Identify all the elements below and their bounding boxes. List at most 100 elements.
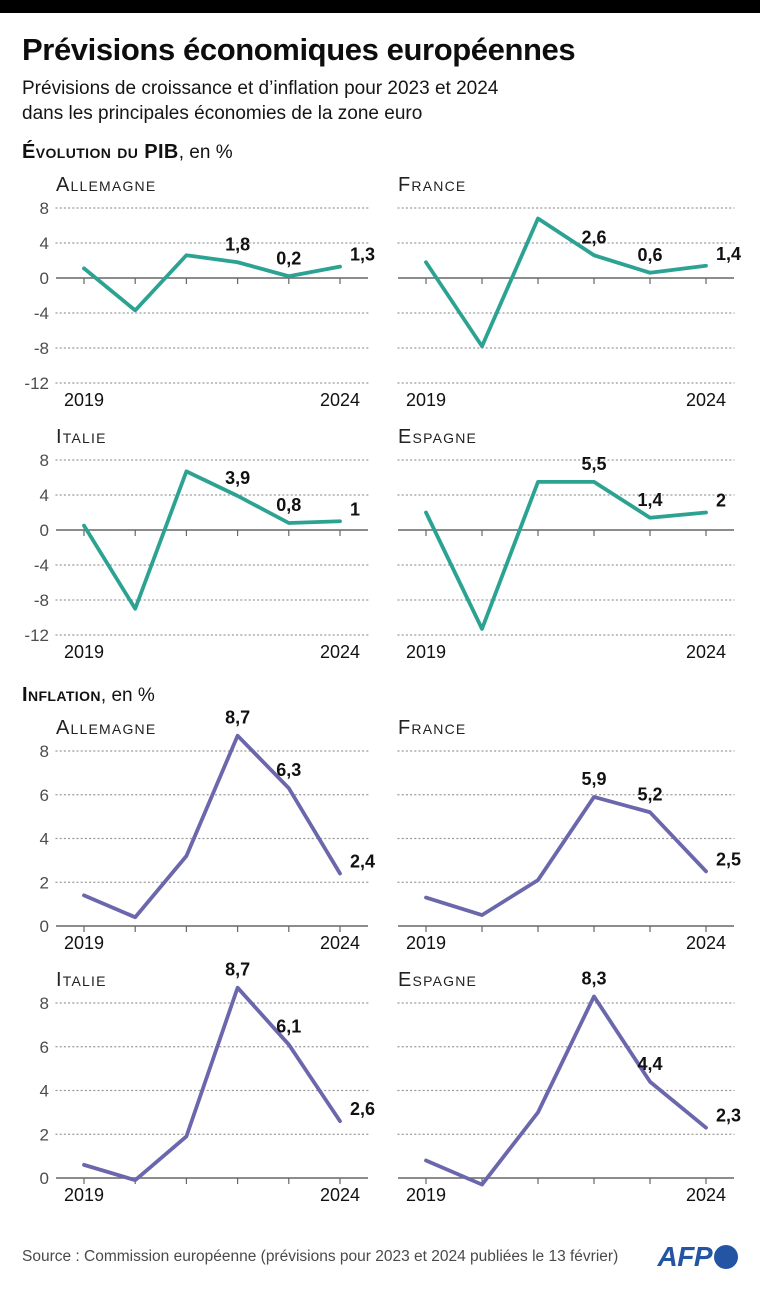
svg-text:5,2: 5,2 <box>637 784 662 804</box>
point-labels: 8,3 4,4 2,3 <box>581 968 741 1125</box>
svg-text:-12: -12 <box>24 374 49 393</box>
svg-text:1,3: 1,3 <box>350 245 375 265</box>
svg-text:2: 2 <box>40 873 49 892</box>
svg-text:0,2: 0,2 <box>276 248 301 268</box>
subtitle: Prévisions de croissance et d’inflation … <box>22 76 738 126</box>
svg-text:8: 8 <box>40 742 49 761</box>
gridlines <box>55 1001 369 1135</box>
point-labels: 5,9 5,2 2,5 <box>581 769 741 869</box>
point-labels: 3,9 0,8 1 <box>225 468 360 519</box>
svg-text:2019: 2019 <box>406 642 446 662</box>
svg-text:8: 8 <box>40 451 49 470</box>
svg-text:0: 0 <box>40 521 49 540</box>
top-black-bar <box>0 0 760 13</box>
svg-text:2024: 2024 <box>320 642 360 662</box>
svg-text:2,5: 2,5 <box>716 849 741 869</box>
svg-text:1,4: 1,4 <box>637 490 662 510</box>
point-labels: 8,7 6,3 2,4 <box>225 707 375 871</box>
x-axis-labels: 2019 2024 <box>406 1185 726 1205</box>
chart-title: Espagne <box>398 968 478 991</box>
svg-text:3,9: 3,9 <box>225 468 250 488</box>
svg-text:4: 4 <box>40 1081 49 1100</box>
svg-text:4: 4 <box>40 234 49 253</box>
svg-text:0: 0 <box>40 917 49 936</box>
y-axis-labels: 8 4 0 -4 -8 -12 <box>24 199 49 393</box>
chart-gdp-france: France 2019 2024 2,6 0,6 1,4 <box>388 166 741 412</box>
subtitle-line-2: dans les principales économies de la zon… <box>22 103 423 125</box>
chart-gdp-allemagne: Allemagne 8 4 0 -4 -8 -12 2019 2024 1,8 0,2 1,3 <box>22 166 375 412</box>
section-header-inflation: Inflation, en % <box>22 682 738 709</box>
svg-text:-4: -4 <box>34 304 49 323</box>
svg-text:2024: 2024 <box>686 642 726 662</box>
svg-text:2,6: 2,6 <box>350 1099 375 1119</box>
section-title-gdp: Évolution du PIB <box>22 141 179 164</box>
svg-text:2024: 2024 <box>686 933 726 953</box>
svg-text:2: 2 <box>40 1125 49 1144</box>
svg-text:2,3: 2,3 <box>716 1105 741 1125</box>
svg-text:2,6: 2,6 <box>581 227 606 247</box>
x-axis <box>398 924 734 932</box>
x-axis-labels: 2019 2024 <box>64 642 360 662</box>
svg-text:0,6: 0,6 <box>637 245 662 265</box>
svg-text:6,3: 6,3 <box>276 760 301 780</box>
point-labels: 5,5 1,4 2 <box>581 454 726 511</box>
chart-inflation-france: France 2019 2024 5,9 5,2 2,5 <box>388 709 741 955</box>
svg-text:-8: -8 <box>34 339 49 358</box>
data-line <box>424 216 708 349</box>
svg-text:2024: 2024 <box>320 390 360 410</box>
svg-text:4,4: 4,4 <box>637 1053 662 1073</box>
svg-text:0: 0 <box>40 269 49 288</box>
x-axis-labels: 2019 2024 <box>406 933 726 953</box>
inflation-charts-grid: Allemagne 8 6 4 2 0 2019 2024 8,7 6,3 2,4 France … <box>22 707 742 1207</box>
x-axis-labels: 2019 2024 <box>406 642 726 662</box>
svg-text:2024: 2024 <box>320 1185 360 1205</box>
chart-inflation-italie: Italie 8 6 4 2 0 2019 2024 8,7 6,1 2,6 <box>22 959 376 1207</box>
svg-text:8,7: 8,7 <box>225 707 250 727</box>
gridlines <box>397 207 735 384</box>
svg-text:5,5: 5,5 <box>581 454 606 474</box>
x-axis <box>56 277 368 284</box>
svg-text:2019: 2019 <box>64 642 104 662</box>
svg-text:8: 8 <box>40 199 49 218</box>
chart-title: Espagne <box>398 425 478 448</box>
point-labels: 2,6 0,6 1,4 <box>581 227 741 265</box>
point-labels: 8,7 6,1 2,6 <box>225 959 375 1118</box>
gridlines <box>397 749 735 883</box>
svg-text:2019: 2019 <box>64 933 104 953</box>
source-text: Source : Commission européenne (prévisio… <box>22 1247 619 1265</box>
svg-text:1,4: 1,4 <box>716 244 741 264</box>
svg-text:-4: -4 <box>34 556 49 575</box>
svg-text:2024: 2024 <box>320 933 360 953</box>
data-line <box>424 479 708 631</box>
gridlines <box>397 1001 735 1135</box>
x-axis <box>56 1176 368 1184</box>
svg-text:2019: 2019 <box>64 1185 104 1205</box>
x-axis <box>398 529 734 536</box>
subtitle-line-1: Prévisions de croissance et d’inflation … <box>22 78 499 100</box>
section-header-gdp: Évolution du PIB, en % <box>22 139 738 166</box>
x-axis <box>56 529 368 536</box>
inflation-allemagne-line-chart: 8 6 4 2 0 2019 2024 8,7 6,3 2,4 <box>40 707 376 953</box>
gridlines <box>55 459 369 636</box>
svg-text:-12: -12 <box>24 626 49 645</box>
svg-text:6,1: 6,1 <box>276 1016 301 1036</box>
gridlines <box>397 459 735 636</box>
page-title: Prévisions économiques européennes <box>22 32 576 67</box>
point-labels: 1,8 0,2 1,3 <box>225 234 375 268</box>
svg-text:0: 0 <box>40 1169 49 1188</box>
footer: Source : Commission européenne (prévisio… <box>0 1241 760 1273</box>
svg-text:5,9: 5,9 <box>581 769 606 789</box>
svg-text:0,8: 0,8 <box>276 495 301 515</box>
data-line <box>82 253 342 313</box>
svg-text:-8: -8 <box>34 591 49 610</box>
svg-text:2,4: 2,4 <box>350 851 375 871</box>
x-axis-labels: 2019 2024 <box>64 390 360 410</box>
afp-logo: AFP <box>658 1241 738 1273</box>
y-axis-labels: 8 6 4 2 0 <box>40 994 49 1188</box>
data-line <box>82 469 342 611</box>
svg-text:2024: 2024 <box>686 1185 726 1205</box>
chart-inflation-allemagne: Allemagne 8 6 4 2 0 2019 2024 8,7 6,3 2,4 <box>22 707 376 955</box>
section-unit-gdp: , en % <box>178 142 233 164</box>
gdp-allemagne-line-chart: 8 4 0 -4 -8 -12 2019 2024 1,8 0,2 1,3 <box>24 199 375 410</box>
data-line <box>82 733 342 919</box>
